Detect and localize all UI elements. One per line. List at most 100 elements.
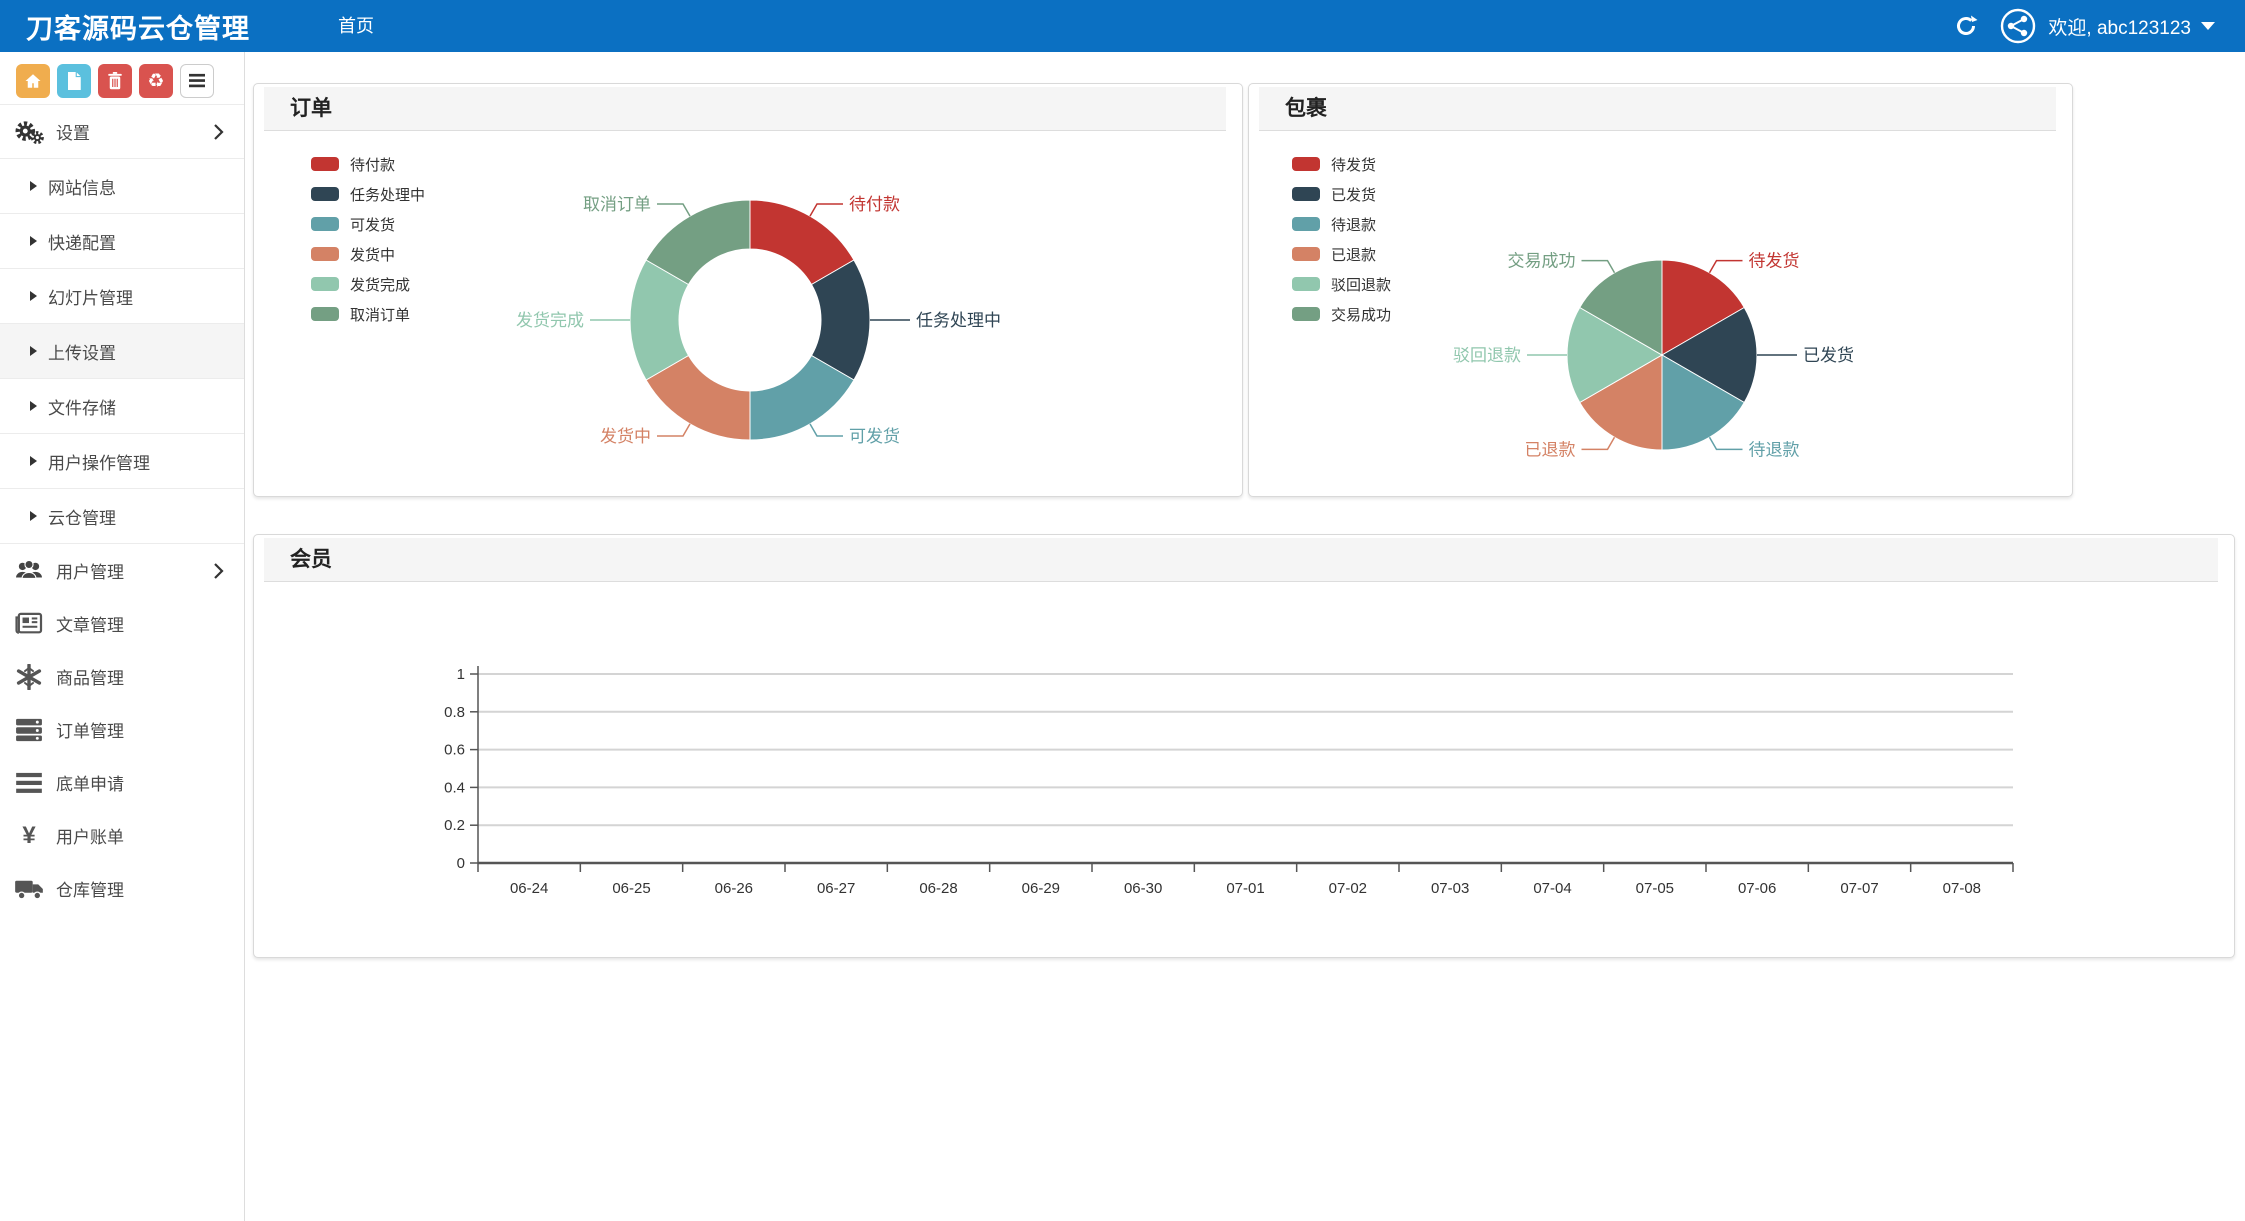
legend-swatch [311, 307, 339, 321]
legend-item-取消订单[interactable]: 取消订单 [311, 299, 425, 329]
packages-legend: 待发货 已发货 待退款已退款驳回退款 交易成功 [1292, 149, 1391, 329]
sidebar-item-site-info[interactable]: 网站信息 [0, 158, 244, 213]
refresh-button[interactable] [1946, 0, 1986, 52]
avatar[interactable] [2000, 8, 2036, 44]
legend-item-已发货[interactable]: 已发货 [1292, 179, 1391, 209]
pie-slice-已发货[interactable] [1661, 306, 1758, 404]
legend-label: 发货完成 [350, 276, 411, 294]
pie-label-已退款: 已退款 [1525, 440, 1576, 459]
caret-right-icon [30, 291, 37, 301]
sidebar-item-cloud-warehouse-management[interactable]: 云仓管理 [0, 488, 244, 543]
legend-swatch [1292, 187, 1320, 201]
legend-item-交易成功[interactable]: 交易成功 [1292, 299, 1391, 329]
pie-label-交易成功: 交易成功 [1508, 252, 1576, 271]
x-tick-label: 07-04 [1533, 880, 1571, 897]
pie-label-发货中: 发货中 [600, 427, 651, 446]
y-tick-label: 0.8 [444, 704, 465, 721]
legend-item-任务处理中[interactable]: 任务处理中 [311, 179, 425, 209]
x-tick-label: 07-05 [1636, 880, 1674, 897]
sidebar-item-warehouse-management[interactable]: 仓库管理 [0, 862, 244, 915]
sidebar-menu: 设置网站信息快递配置幻灯片管理 上传设置 文件存储用户操作管理 云仓管理用户管理文章管… [0, 104, 244, 915]
sidebar-item-upload-settings[interactable]: 上传设置 [0, 323, 244, 378]
legend-item-发货中[interactable]: 发货中 [311, 239, 425, 269]
members-panel: 会员 0 0.2 0.4 0.6 0.8 1 06-24 06-25 06-26 06-27 06-… [253, 534, 2235, 958]
yen-icon: ¥ [22, 821, 36, 849]
caret-down-icon [2201, 22, 2215, 30]
legend-swatch [1292, 217, 1320, 231]
sidebar-item-express-config[interactable]: 快递配置 [0, 213, 244, 268]
newspaper-icon [14, 609, 44, 639]
caret-right-icon [30, 181, 37, 191]
sidebar-item-label: 网站信息 [48, 178, 116, 198]
sidebar-item-user-bill[interactable]: ¥ 用户账单 [0, 809, 244, 862]
legend-item-可发货[interactable]: 可发货 [311, 209, 425, 239]
legend-swatch [311, 217, 339, 231]
legend-label: 取消订单 [350, 306, 411, 324]
pie-slice-待退款[interactable] [1661, 354, 1745, 451]
members-panel-title: 会员 [264, 538, 2218, 582]
legend-item-发货完成[interactable]: 发货完成 [311, 269, 425, 299]
legend-item-驳回退款[interactable]: 驳回退款 [1292, 269, 1391, 299]
sidebar-item-file-storage[interactable]: 文件存储 [0, 378, 244, 433]
legend-swatch [1292, 157, 1320, 171]
caret-right-icon [30, 346, 37, 356]
file-icon [66, 72, 82, 90]
pie-label-可发货: 可发货 [849, 427, 900, 446]
caret-right-icon [30, 511, 37, 521]
navbar-right: 欢迎, abc123123 [1946, 0, 2215, 52]
chevron-right-icon [214, 123, 224, 140]
sidebar-item-label: 订单管理 [56, 722, 124, 741]
sidebar-item-label: 文章管理 [56, 616, 124, 635]
top-navbar: 刀客源码云仓管理 首页 欢迎, abc123123 [0, 0, 2245, 52]
trash-button[interactable] [98, 64, 132, 98]
sidebar-item-label: 快递配置 [48, 233, 116, 253]
x-tick-label: 07-07 [1840, 880, 1878, 897]
legend-label: 任务处理中 [350, 186, 426, 204]
legend-item-已退款[interactable]: 已退款 [1292, 239, 1391, 269]
pie-slice-交易成功[interactable] [1579, 259, 1663, 356]
legend-item-待付款[interactable]: 待付款 [311, 149, 425, 179]
label-leader-line [1708, 436, 1743, 451]
sidebar-item-slideshow-management[interactable]: 幻灯片管理 [0, 268, 244, 323]
sidebar-item-settings[interactable]: 设置 [0, 104, 244, 158]
pie-label-任务处理中: 任务处理中 [916, 311, 1001, 330]
pie-label-取消订单: 取消订单 [583, 195, 651, 214]
nav-item-home[interactable]: 首页 [338, 16, 374, 36]
pie-slice-取消订单[interactable] [645, 199, 751, 286]
label-leader-line [657, 423, 691, 437]
sidebar-item-user-management[interactable]: 用户管理 [0, 543, 244, 597]
home-button[interactable] [16, 64, 50, 98]
sidebar-toolbar: ♻ [16, 64, 214, 98]
pie-slice-待发货[interactable] [1661, 259, 1745, 356]
legend-label: 已退款 [1331, 246, 1377, 264]
recycle-button[interactable]: ♻ [139, 64, 173, 98]
pie-label-已发货: 已发货 [1803, 346, 1854, 365]
pie-slice-已退款[interactable] [1579, 354, 1663, 451]
sidebar-item-product-management[interactable]: 商品管理 [0, 650, 244, 703]
sidebar-item-user-operation-management[interactable]: 用户操作管理 [0, 433, 244, 488]
legend-swatch [1292, 247, 1320, 261]
sidebar-item-label: 用户操作管理 [48, 453, 150, 473]
legend-swatch [311, 277, 339, 291]
sidebar-item-article-management[interactable]: 文章管理 [0, 597, 244, 650]
legend-swatch [311, 187, 339, 201]
pie-slice-驳回退款[interactable] [1566, 306, 1663, 404]
file-button[interactable] [57, 64, 91, 98]
sidebar-item-order-management[interactable]: 订单管理 [0, 703, 244, 756]
members-line-chart: 0 0.2 0.4 0.6 0.8 1 06-24 06-25 06-26 06-27 06-28 0… [444, 666, 2014, 897]
legend-swatch [1292, 307, 1320, 321]
pie-label-待退款: 待退款 [1749, 440, 1800, 459]
list-button[interactable] [180, 64, 214, 98]
packages-panel-title: 包裹 [1259, 87, 2056, 131]
sidebar-item-receipt-application[interactable]: 底单申请 [0, 756, 244, 809]
user-menu[interactable]: 欢迎, abc123123 [2048, 13, 2215, 40]
label-leader-line [1581, 259, 1616, 274]
legend-swatch [311, 157, 339, 171]
legend-item-待发货[interactable]: 待发货 [1292, 149, 1391, 179]
legend-item-待退款[interactable]: 待退款 [1292, 209, 1391, 239]
label-leader-line [1708, 259, 1743, 274]
sidebar-item-label: 云仓管理 [48, 508, 116, 528]
